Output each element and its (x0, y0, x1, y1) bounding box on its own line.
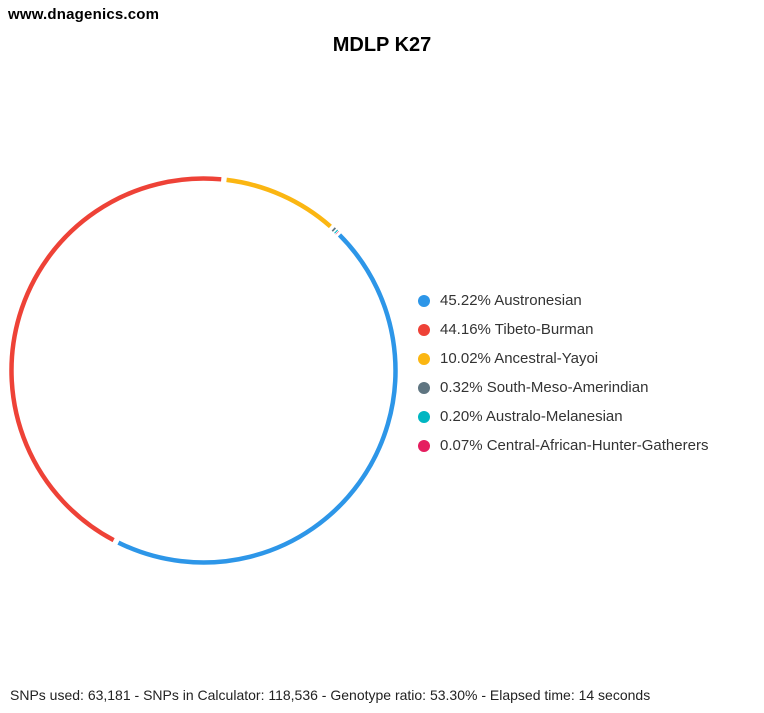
donut-segment-tibeto-burman[interactable] (9, 176, 222, 543)
legend-label: 0.32% South-Meso-Amerindian (440, 379, 649, 396)
legend-item-central-african-hunter-gatherers[interactable]: 0.07% Central-African-Hunter-Gatherers (418, 431, 708, 460)
legend-item-austronesian[interactable]: 45.22% Austronesian (418, 286, 708, 315)
status-bar: SNPs used: 63,181 - SNPs in Calculator: … (10, 687, 651, 703)
site-url: www.dnagenics.com (8, 6, 160, 23)
legend-label: 10.02% Ancestral-Yayoi (440, 350, 599, 367)
legend-swatch-icon (418, 294, 430, 307)
legend-swatch-icon (418, 381, 430, 394)
legend-item-australo-melanesian[interactable]: 0.20% Australo-Melanesian (418, 402, 708, 431)
donut-segment-ancestral-yayoi[interactable] (226, 177, 332, 229)
donut-segment-south-meso-amerindian[interactable] (331, 227, 337, 232)
legend-item-ancestral-yayoi[interactable]: 10.02% Ancestral-Yayoi (418, 344, 708, 373)
legend-label: 0.07% Central-African-Hunter-Gatherers (440, 437, 709, 454)
legend-swatch-icon (418, 323, 430, 336)
legend-swatch-icon (418, 439, 430, 452)
legend-item-south-meso-amerindian[interactable]: 0.32% South-Meso-Amerindian (418, 373, 708, 402)
legend-label: 44.16% Tibeto-Burman (440, 321, 594, 338)
legend-label: 45.22% Austronesian (440, 292, 582, 309)
legend-item-tibeto-burman[interactable]: 44.16% Tibeto-Burman (418, 315, 708, 344)
chart-legend: 45.22% Austronesian 44.16% Tibeto-Burman 1… (418, 286, 708, 460)
page-title: MDLP K27 (332, 34, 432, 56)
donut-segment-australo-melanesian[interactable] (334, 229, 339, 234)
legend-swatch-icon (418, 352, 430, 365)
legend-label: 0.20% Australo-Melanesian (440, 408, 623, 425)
donut-segment-austronesian[interactable] (117, 233, 398, 565)
legend-swatch-icon (418, 410, 430, 423)
